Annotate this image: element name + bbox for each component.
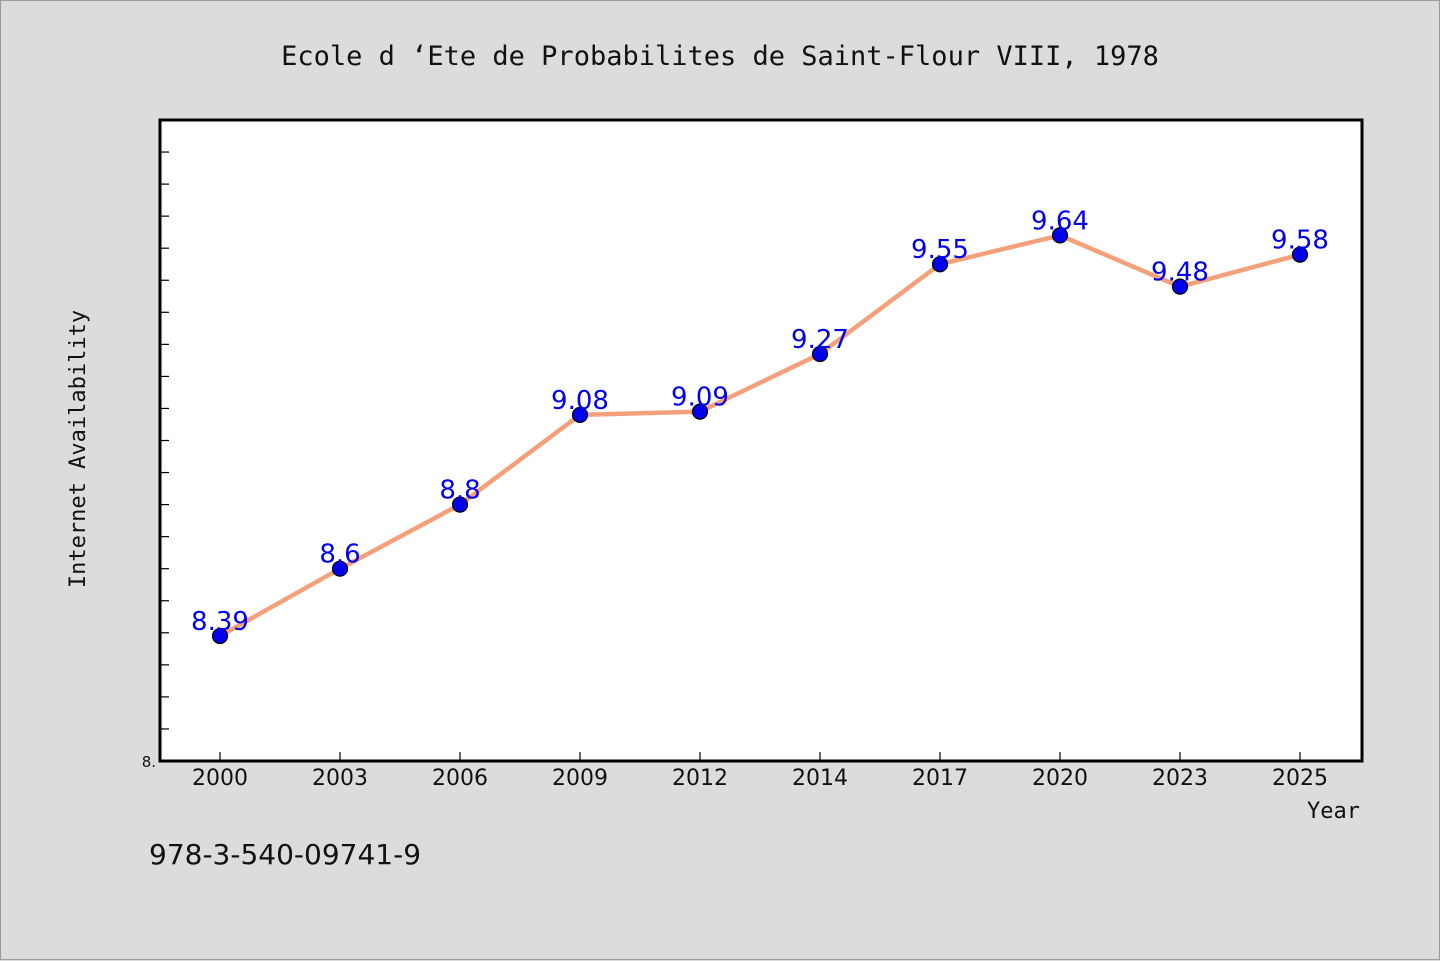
x-tick-label: 2020 bbox=[1032, 766, 1088, 791]
data-point bbox=[571, 406, 589, 423]
series-line-group bbox=[217, 233, 1303, 639]
data-label: 8.8 bbox=[439, 476, 480, 506]
data-label: 9.64 bbox=[1031, 206, 1089, 236]
data-label: 9.58 bbox=[1271, 226, 1329, 256]
x-tick-label: 2006 bbox=[432, 766, 488, 791]
data-point bbox=[331, 560, 349, 577]
x-tick-label: 2009 bbox=[552, 766, 608, 791]
x-tick-label: 2003 bbox=[312, 766, 368, 791]
x-tick-label: 2012 bbox=[672, 766, 728, 791]
data-markers bbox=[211, 227, 1309, 645]
data-point bbox=[451, 496, 469, 513]
data-labels: 8.39 8.6 8.8 9.08 9.09 9.27 9.55 9.64 9.48 9.58 bbox=[191, 206, 1329, 637]
data-label: 9.09 bbox=[671, 383, 729, 413]
x-tick-label: 2025 bbox=[1272, 766, 1328, 791]
data-point bbox=[931, 256, 949, 273]
x-axis-label: Year bbox=[1307, 799, 1360, 824]
x-axis-ticks: 2000 2003 2006 2009 2012 2014 2017 2020 2023 2025 bbox=[192, 752, 1328, 791]
x-tick-label: 2017 bbox=[912, 766, 968, 791]
data-label: 9.08 bbox=[551, 386, 609, 416]
y-axis-ticks: 8. bbox=[142, 151, 169, 771]
y-axis-label: Internet Availability bbox=[66, 310, 91, 588]
isbn-footer: 978-3-540-09741-9 bbox=[149, 838, 421, 871]
data-label: 9.55 bbox=[911, 235, 969, 265]
y-tick-label: 8. bbox=[142, 753, 156, 771]
data-label: 9.48 bbox=[1151, 258, 1209, 288]
data-label: 8.6 bbox=[319, 540, 360, 570]
data-point bbox=[1171, 278, 1189, 295]
chart-title: Ecole d ‘Ete de Probabilites de Saint-Fl… bbox=[281, 41, 1159, 72]
data-point bbox=[691, 403, 709, 420]
data-point bbox=[811, 345, 829, 363]
data-point bbox=[1051, 227, 1069, 244]
x-tick-label: 2000 bbox=[192, 766, 248, 791]
data-point bbox=[211, 627, 229, 645]
series-line bbox=[217, 233, 1303, 639]
x-tick-label: 2023 bbox=[1152, 766, 1208, 791]
x-tick-label: 2014 bbox=[792, 766, 848, 791]
plot-area bbox=[158, 118, 1364, 763]
data-label: 8.39 bbox=[191, 607, 249, 637]
data-point bbox=[1291, 246, 1309, 263]
data-label: 9.27 bbox=[791, 325, 849, 355]
